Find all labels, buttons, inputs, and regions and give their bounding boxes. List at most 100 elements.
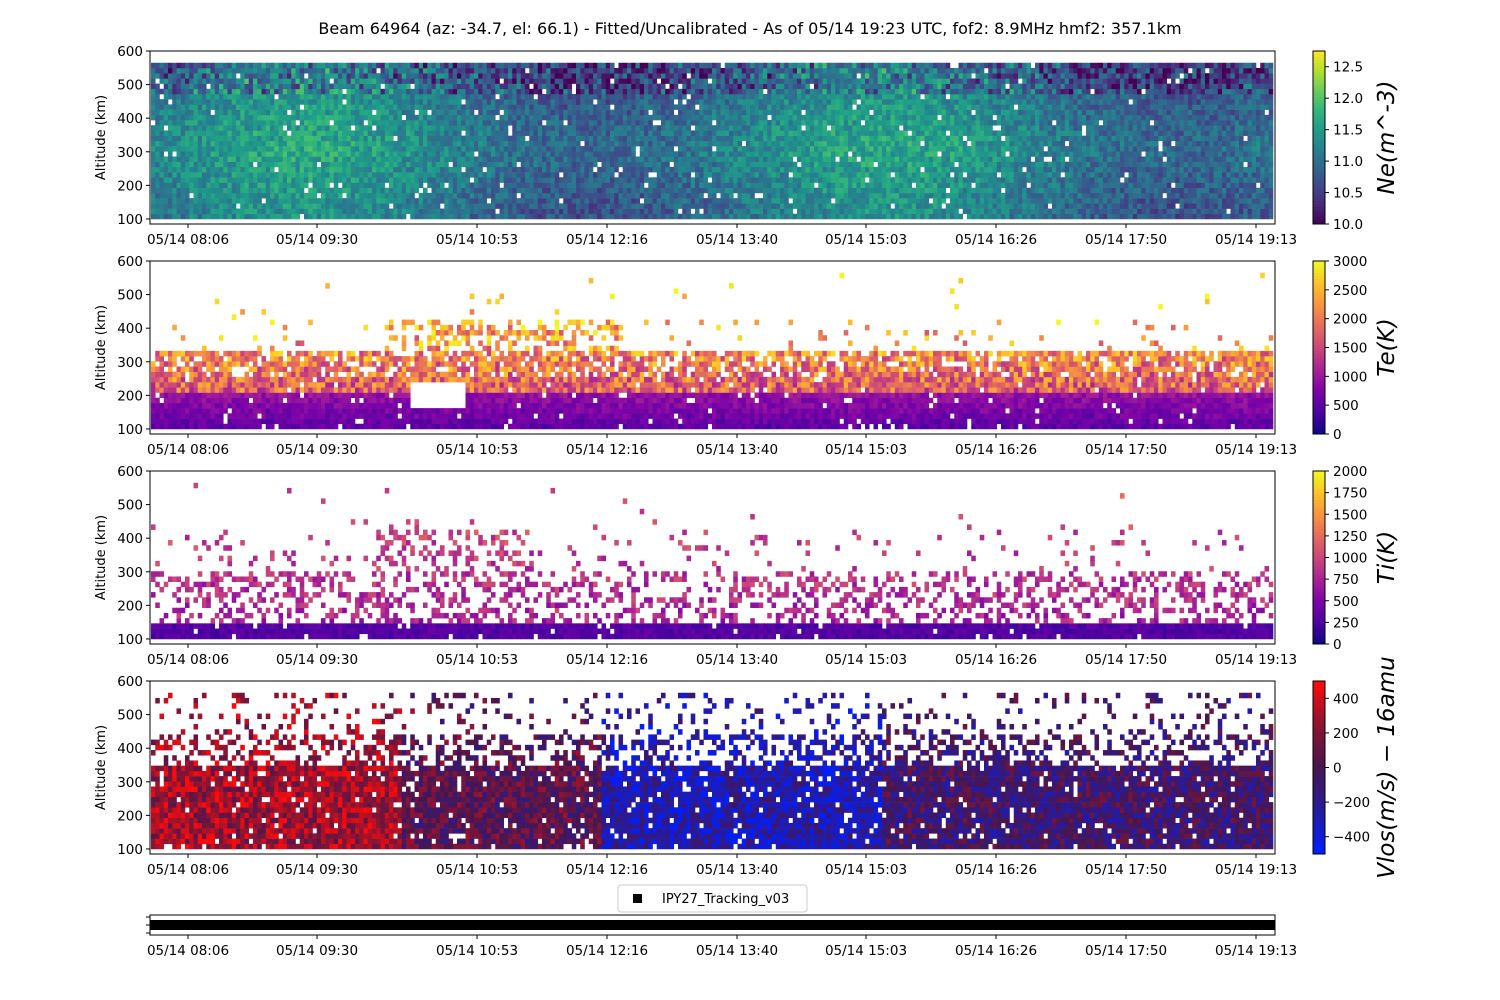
heat-cell xyxy=(414,130,420,136)
heat-cell xyxy=(461,120,466,126)
heat-cell xyxy=(631,172,636,178)
heat-cell xyxy=(784,177,789,183)
heat-cell xyxy=(406,67,411,74)
heat-cell xyxy=(236,130,241,136)
heat-cell xyxy=(639,83,645,90)
heat-cell xyxy=(716,151,721,157)
heat-cell xyxy=(665,88,670,95)
heat-cell xyxy=(826,104,832,110)
heat-cell xyxy=(605,99,611,105)
heat-cell xyxy=(508,114,513,121)
heat-cell xyxy=(546,73,551,79)
heat-cell xyxy=(780,198,785,204)
heat-cell xyxy=(809,198,815,204)
heat-cell xyxy=(724,161,730,168)
heat-cell xyxy=(495,140,500,147)
heat-cell xyxy=(414,151,420,157)
heat-cell xyxy=(601,73,607,79)
heat-cell xyxy=(423,203,428,209)
heat-cell xyxy=(656,203,662,209)
heat-cell xyxy=(673,73,679,79)
heat-cell xyxy=(669,156,675,162)
heat-cell xyxy=(423,187,428,194)
heat-cell xyxy=(384,120,390,126)
heat-cell xyxy=(542,140,547,147)
heat-cell xyxy=(287,114,292,121)
heat-cell xyxy=(784,120,789,126)
heat-cell xyxy=(775,120,781,126)
heat-cell xyxy=(797,166,802,173)
heat-cell xyxy=(520,156,526,162)
heat-cell xyxy=(346,73,352,79)
heat-cell xyxy=(261,187,267,194)
heat-cell xyxy=(346,187,352,194)
heat-cell xyxy=(355,125,360,131)
heat-cell xyxy=(767,104,772,110)
heat-cell xyxy=(746,88,751,95)
heat-cell xyxy=(814,62,819,69)
heat-cell xyxy=(529,78,534,84)
heat-cell xyxy=(295,135,301,142)
heat-cell xyxy=(503,104,509,110)
heat-cell xyxy=(206,182,211,189)
heat-cell xyxy=(593,62,598,69)
heat-cell xyxy=(822,166,828,173)
heat-cell xyxy=(673,88,679,95)
heat-cell xyxy=(601,146,607,152)
heat-cell xyxy=(644,203,649,209)
heat-cell xyxy=(525,73,530,79)
heat-cell xyxy=(197,208,203,215)
heat-cell xyxy=(270,73,275,79)
heat-cell xyxy=(554,172,560,178)
heat-cell xyxy=(767,146,772,152)
heat-cell xyxy=(448,177,454,183)
heat-cell xyxy=(491,130,496,136)
heat-cell xyxy=(661,114,666,121)
heat-cell xyxy=(618,172,624,178)
heat-cell xyxy=(321,62,326,69)
heat-cell xyxy=(716,172,721,178)
heat-cell xyxy=(869,161,874,168)
heat-cell xyxy=(750,135,755,142)
heat-cell xyxy=(448,208,454,215)
heat-cell xyxy=(695,94,700,100)
heat-cell xyxy=(784,114,789,121)
heat-cell xyxy=(712,208,717,215)
heat-cell xyxy=(695,177,700,183)
heat-cell xyxy=(843,109,849,116)
heat-cell xyxy=(610,88,615,95)
heat-cell xyxy=(597,172,602,178)
heat-cell xyxy=(406,120,411,126)
heat-cell xyxy=(261,156,267,162)
heat-cell xyxy=(384,125,390,131)
heat-cell xyxy=(533,78,539,84)
heat-cell xyxy=(529,161,534,168)
heat-cell xyxy=(227,94,233,100)
heat-cell xyxy=(601,135,607,142)
heat-cell xyxy=(741,67,747,74)
heat-cell xyxy=(499,177,505,183)
heat-cell xyxy=(805,187,811,194)
heat-cell xyxy=(355,182,360,189)
heat-cell xyxy=(418,83,424,90)
heat-cell xyxy=(185,146,190,152)
heat-cell xyxy=(261,146,267,152)
heat-cell xyxy=(712,130,717,136)
heat-cell xyxy=(452,135,458,142)
heat-cell xyxy=(214,114,220,121)
heat-cell xyxy=(729,172,734,178)
heat-cell xyxy=(418,182,424,189)
heat-cell xyxy=(729,146,734,152)
heat-cell xyxy=(805,73,811,79)
heat-cell xyxy=(316,130,322,136)
heat-cell xyxy=(716,187,721,194)
heat-cell xyxy=(809,192,815,199)
heat-cell xyxy=(253,120,258,126)
heat-cell xyxy=(244,151,250,157)
heat-cell xyxy=(410,62,415,69)
heat-cell xyxy=(644,120,649,126)
heat-cell xyxy=(584,151,590,157)
heat-cell xyxy=(822,192,828,199)
heat-cell xyxy=(486,172,492,178)
heat-cell xyxy=(287,83,292,90)
